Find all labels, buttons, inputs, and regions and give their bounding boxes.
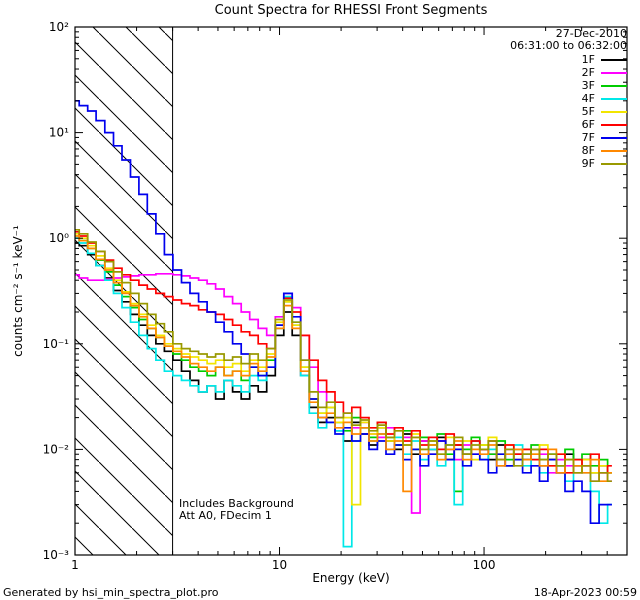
legend-item: 1F [582,53,627,66]
legend-color-line [601,149,627,152]
legend-color-line [601,123,627,126]
legend-label: 8F [581,144,595,157]
x-axis-label: Energy (keV) [312,571,390,585]
legend-item: 6F [582,118,627,131]
svg-text:10²: 10² [49,20,69,34]
legend-item: 5F [582,105,627,118]
legend-item: 4F [582,92,627,105]
svg-text:10⁻²: 10⁻² [43,442,70,456]
legend: 1F 2F 3F 4F 5F 6F 7F 8F 9F [582,53,627,170]
svg-text:100: 100 [473,558,496,572]
legend-color-line [601,97,627,100]
svg-text:10⁰: 10⁰ [49,231,69,245]
legend-item: 3F [582,79,627,92]
legend-item: 7F [582,131,627,144]
svg-text:10⁻³: 10⁻³ [43,548,70,562]
y-axis-label: counts cm⁻² s⁻¹ keV⁻¹ [11,225,25,357]
legend-label: 1F [581,53,595,66]
annotation-includes-background: Includes Background [179,497,294,510]
svg-text:10⁻¹: 10⁻¹ [43,337,70,351]
legend-item: 9F [582,157,627,170]
legend-color-line [601,71,627,74]
obs-time-range: 06:31:00 to 06:32:00 [510,39,627,52]
legend-color-line [601,84,627,87]
svg-text:10: 10 [272,558,287,572]
obs-date: 27-Dec-2010 [555,27,627,40]
legend-label: 3F [581,79,595,92]
annotation-attenuator-state: Att A0, FDecim 1 [179,509,272,522]
legend-label: 5F [581,105,595,118]
footer-timestamp: 18-Apr-2023 00:59 [533,586,637,599]
legend-label: 7F [581,131,595,144]
svg-text:1: 1 [71,558,79,572]
legend-color-line [601,110,627,113]
legend-item: 2F [582,66,627,79]
legend-item: 8F [582,144,627,157]
legend-color-line [601,136,627,139]
legend-label: 4F [581,92,595,105]
legend-label: 6F [581,118,595,131]
chart-title: Count Spectra for RHESSI Front Segments [214,3,488,18]
legend-color-line [601,58,627,61]
footer-generated-by: Generated by hsi_min_spectra_plot.pro [3,586,219,599]
legend-label: 2F [581,66,595,79]
svg-text:10¹: 10¹ [49,126,69,140]
legend-label: 9F [581,157,595,170]
legend-color-line [601,162,627,165]
